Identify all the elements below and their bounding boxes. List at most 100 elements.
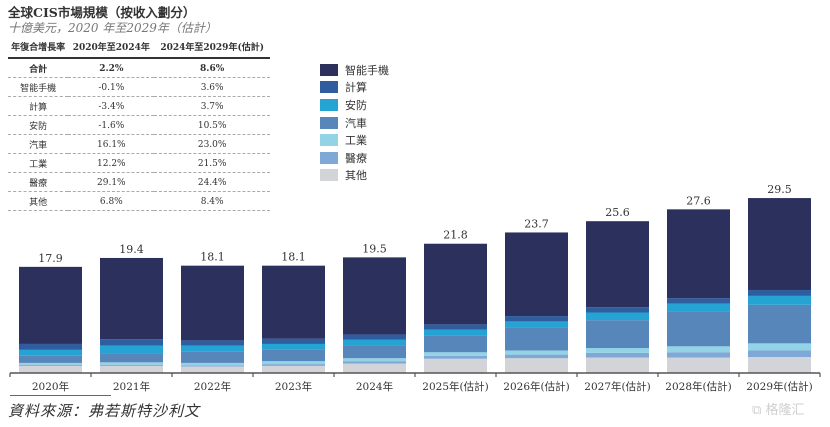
bar-segment-汽車 [181,351,244,363]
bar-segment-安防 [586,312,649,321]
bar-segment-工業 [586,348,649,353]
bar-segment-安防 [667,303,730,312]
bar-segment-醫療 [667,352,730,358]
cagr-table-row: 醫療 29.1% 24.4% [8,172,270,192]
bar-segment-汽車 [505,327,568,351]
legend-swatch [320,98,338,111]
watermark-icon: ⧉ [752,403,762,418]
legend-item: 智能手機 [320,61,389,79]
bar-segment-計算 [343,334,406,340]
watermark-logo: ⧉ 格隆汇 [752,399,804,418]
bar-group [505,232,568,373]
x-tick-label: 2028年(估計) [665,380,731,393]
cagr-table-row: 安防 -1.6% 10.5% [8,115,270,135]
bar-total-label: 23.7 [524,217,549,230]
legend-label: 智能手機 [345,63,389,77]
bar-total-label: 18.1 [200,251,225,264]
cagr-table-row: 工業 12.2% 21.5% [8,153,270,173]
cagr-table: 年復合增長率 2020年至2024年 2024年至2029年(估計) 合計 2.2… [8,38,270,211]
bar-segment-智能手機 [343,257,406,335]
legend-item: 醫療 [320,149,389,167]
x-tick-label: 2026年(估計) [503,380,569,393]
bar-segment-計算 [19,343,82,350]
bar-segment-智能手機 [262,265,325,339]
cagr-table-row: 其他 6.8% 8.4% [8,191,270,211]
bar-segment-工業 [748,343,811,351]
x-tick-label: 2027年(估計) [584,380,650,393]
cagr-row-label: 安防 [8,115,69,135]
x-tick-label: 2020年 [32,380,69,393]
legend-item: 安防 [320,96,389,114]
bar-segment-其他 [100,365,163,373]
legend-swatch [320,169,338,182]
chart-legend: 智能手機 計算 安防 汽車 工業 醫療 其他 [320,61,389,184]
legend-item: 工業 [320,131,389,149]
bar-segment-其他 [424,358,487,373]
bar-group [748,198,811,373]
bar-segment-工業 [424,352,487,356]
bar-segment-汽車 [262,349,325,362]
legend-label: 安防 [345,98,367,112]
cagr-row-value: 2.2% [68,58,155,78]
chart-title: 全球CIS市場規模（按收入劃分） [8,5,196,20]
x-tick-label: 2025年(估計) [422,380,488,393]
bar-segment-工業 [505,350,568,355]
cagr-row-label: 醫療 [8,172,69,192]
bar-segment-汽車 [343,345,406,359]
bar-segment-醫療 [19,364,82,366]
bar-group [100,257,163,373]
cagr-row-value: 10.5% [154,115,270,135]
bar-segment-工業 [667,346,730,353]
bar-total-label: 21.8 [443,229,468,242]
bar-segment-計算 [748,289,811,296]
bar-segment-醫療 [505,354,568,359]
cagr-row-value: 8.6% [154,58,270,78]
watermark-text: 格隆汇 [765,403,805,418]
legend-swatch [320,151,338,164]
cagr-row-value: 23.0% [154,134,270,154]
cagr-row-label: 合計 [8,58,69,78]
bar-segment-計算 [424,324,487,330]
cagr-table-row: 智能手機 -0.1% 3.6% [8,77,270,97]
cagr-row-value: 3.6% [154,77,270,97]
legend-label: 計算 [345,81,367,95]
bar-segment-醫療 [181,365,244,367]
cagr-row-label: 工業 [8,153,69,173]
legend-item: 其他 [320,167,389,185]
cagr-row-value: 12.2% [68,153,155,173]
legend-swatch [320,63,338,76]
cagr-row-value: -3.4% [68,96,155,116]
cagr-row-label: 其他 [8,191,69,211]
bar-segment-安防 [748,295,811,305]
bar-segment-其他 [586,357,649,373]
bar-segment-計算 [262,338,325,344]
bar-total-label: 19.5 [362,242,387,255]
cagr-row-value: 6.8% [68,191,155,211]
cagr-header-period2: 2024年至2029年(估計) [154,38,270,59]
legend-swatch [320,81,338,94]
bar-segment-智能手機 [100,257,163,340]
bar-segment-智能手機 [181,265,244,341]
cagr-row-value: 24.4% [154,172,270,192]
bar-segment-計算 [181,340,244,346]
bar-segment-智能手機 [586,221,649,308]
bar-segment-工業 [343,358,406,362]
bar-total-label: 18.1 [281,251,306,264]
x-tick-label: 2022年 [194,380,231,393]
x-tick-label: 2021年 [113,380,150,393]
cagr-header-label: 年復合增長率 [8,38,69,59]
bar-group [586,221,649,373]
bar-segment-安防 [424,329,487,336]
bar-segment-醫療 [343,361,406,364]
x-tick-label: 2029年(估計) [746,380,812,393]
bar-total-label: 17.9 [38,252,63,265]
cagr-row-value: 29.1% [68,172,155,192]
bar-segment-安防 [343,339,406,346]
bar-segment-醫療 [586,352,649,358]
x-tick-label: 2023年 [275,380,312,393]
cagr-row-value: 21.5% [154,153,270,173]
bar-segment-計算 [586,307,649,313]
bar-segment-其他 [748,356,811,373]
bar-segment-計算 [100,339,163,346]
legend-label: 其他 [345,169,367,183]
